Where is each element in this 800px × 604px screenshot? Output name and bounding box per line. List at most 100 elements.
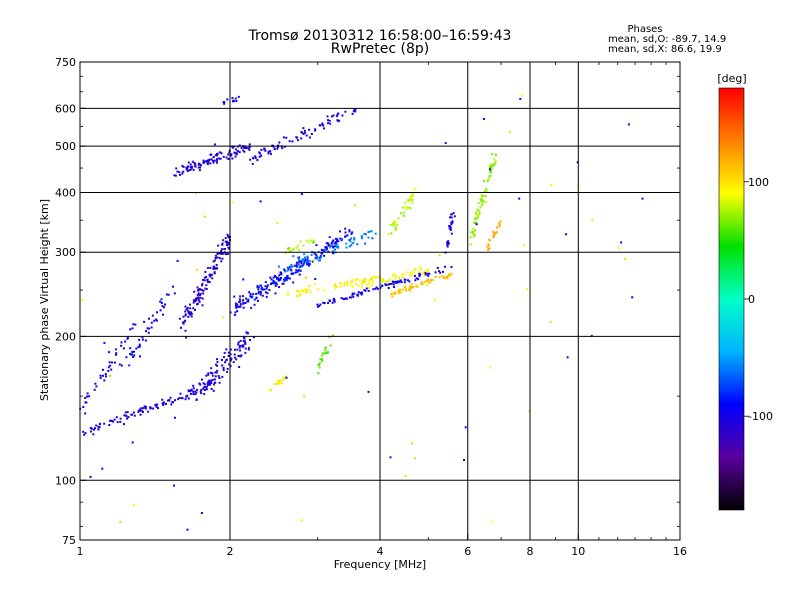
data-point [394, 291, 397, 294]
data-point [410, 287, 413, 289]
data-point [189, 166, 192, 168]
data-point [195, 398, 198, 401]
data-point [213, 259, 216, 262]
data-point [144, 406, 147, 409]
data-point [367, 231, 370, 233]
data-point [295, 295, 298, 298]
data-point [257, 299, 259, 302]
data-point [241, 345, 244, 348]
data-point [302, 132, 305, 135]
data-point [295, 269, 298, 272]
data-point [125, 356, 128, 359]
data-point [244, 347, 247, 350]
data-point [89, 475, 92, 478]
data-point [247, 348, 250, 351]
colorbar [719, 88, 744, 510]
data-point [450, 266, 453, 269]
data-point [428, 272, 431, 275]
data-point [352, 295, 355, 298]
data-point [294, 271, 297, 274]
data-point [85, 401, 88, 404]
data-point [490, 166, 493, 169]
data-point [490, 520, 493, 523]
colorbar-tick-label: 100 [748, 176, 769, 189]
data-point [270, 152, 272, 155]
data-point [224, 361, 227, 364]
data-point [576, 161, 579, 164]
data-point [173, 416, 176, 419]
data-point [195, 192, 197, 194]
data-point [221, 364, 224, 367]
data-point [304, 290, 307, 293]
data-point [234, 155, 237, 158]
data-point [387, 233, 390, 236]
data-point [351, 293, 354, 296]
data-point [494, 160, 497, 163]
data-point [409, 285, 412, 288]
y-tick-label: 75 [62, 534, 76, 547]
data-point [212, 265, 215, 268]
data-point [192, 393, 195, 396]
data-point [293, 264, 296, 267]
data-point [242, 301, 245, 304]
data-point [353, 238, 356, 241]
data-point [279, 277, 282, 279]
data-point [364, 280, 367, 283]
data-point [423, 281, 426, 284]
data-point [336, 243, 339, 246]
data-point [280, 382, 283, 385]
data-point [450, 221, 453, 224]
data-point [229, 348, 232, 351]
data-point [405, 206, 408, 209]
data-point [239, 300, 242, 303]
data-point [357, 291, 360, 294]
data-point [428, 281, 431, 284]
data-point [308, 263, 311, 266]
data-point [327, 302, 330, 304]
data-point [292, 281, 295, 284]
data-point [425, 279, 428, 282]
data-point [317, 372, 320, 375]
data-point [82, 430, 85, 433]
data-point [442, 270, 444, 273]
data-point [129, 328, 132, 331]
data-point [480, 197, 483, 200]
data-point [240, 354, 243, 357]
data-point [99, 422, 101, 425]
data-point [296, 270, 299, 273]
data-point [222, 239, 225, 242]
data-point [291, 265, 294, 268]
data-point [243, 147, 246, 149]
data-point [305, 239, 308, 242]
data-point [150, 326, 153, 329]
data-point [409, 271, 412, 274]
data-point [132, 356, 135, 358]
data-point [334, 287, 337, 289]
data-point [199, 288, 201, 291]
data-point [239, 305, 242, 308]
data-point [299, 240, 302, 243]
data-point [387, 283, 390, 286]
data-point [86, 395, 88, 398]
data-point [388, 280, 390, 283]
data-point [304, 276, 307, 279]
data-point [219, 252, 222, 254]
data-point [274, 274, 276, 277]
data-point [248, 146, 251, 149]
colorbar-label: [deg] [717, 72, 746, 85]
data-point [496, 226, 499, 229]
data-point [238, 344, 241, 347]
data-point [119, 521, 122, 523]
data-point [419, 273, 422, 276]
data-point [248, 143, 251, 146]
data-point [95, 424, 98, 427]
data-point [203, 386, 206, 389]
data-point [101, 374, 104, 377]
data-point [351, 285, 354, 288]
data-point [216, 256, 219, 259]
data-point [489, 166, 491, 169]
data-point [226, 98, 229, 101]
data-point [232, 146, 235, 149]
data-point [323, 352, 326, 355]
data-point [319, 255, 322, 258]
